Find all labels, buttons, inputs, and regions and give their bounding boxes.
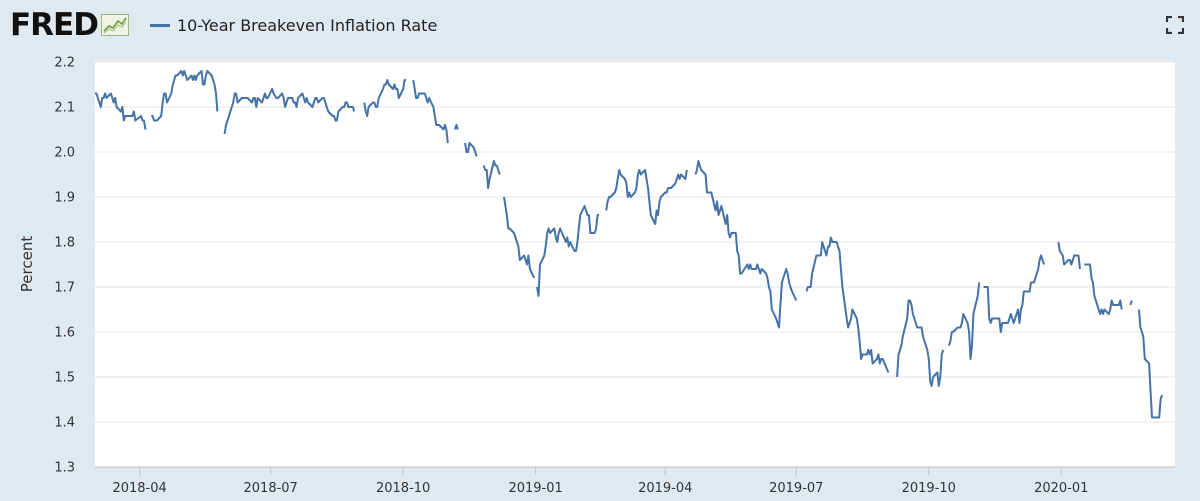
y-tick-label: 1.8 <box>54 236 75 251</box>
legend-series-label: 10-Year Breakeven Inflation Rate <box>177 15 438 35</box>
series-line-segment <box>1138 309 1163 419</box>
plot-area <box>95 62 1175 467</box>
series-line-segment <box>503 196 536 279</box>
series-line-segment <box>896 299 945 387</box>
y-axis-label: Percent <box>18 236 36 293</box>
x-axis-ticks: 2018-04 2018-07 2018-10 2019-01 2019-04 2019-… <box>112 467 1088 496</box>
chart-legend[interactable]: 10-Year Breakeven Inflation Rate <box>150 13 437 37</box>
series-line-segment <box>482 160 501 189</box>
series-line-segment <box>947 282 981 360</box>
y-tick-label: 2.2 <box>54 56 75 71</box>
series-line-segment <box>363 79 406 117</box>
y-tick-label: 1.7 <box>54 281 75 296</box>
series-line-segment <box>95 92 147 130</box>
x-tick-label: 2019-07 <box>769 481 823 496</box>
series-line-segment <box>412 79 449 144</box>
series-line-segment <box>805 236 890 373</box>
series-line-segment <box>464 142 478 157</box>
x-tick-label: 2018-10 <box>376 481 430 496</box>
series-line-segment <box>605 169 688 225</box>
y-tick-label: 2.1 <box>54 101 75 116</box>
x-tick-label: 2018-07 <box>244 481 298 496</box>
y-tick-label: 1.9 <box>54 191 75 206</box>
series-line-segment <box>454 124 459 130</box>
y-tick-label: 2.0 <box>54 146 75 161</box>
series-line-segment <box>1084 263 1123 315</box>
gridlines <box>95 61 1175 468</box>
series-group <box>95 70 1163 419</box>
y-tick-label: 1.6 <box>54 326 75 341</box>
x-tick-label: 2019-04 <box>638 481 692 496</box>
series-line-segment <box>1129 300 1133 306</box>
x-tick-label: 2020-01 <box>1034 481 1088 496</box>
x-tick-label: 2018-04 <box>112 481 166 496</box>
series-line-segment <box>536 205 599 297</box>
series-line-segment <box>151 70 219 122</box>
series-line-segment <box>983 254 1045 333</box>
fred-logo-text: FRED <box>10 6 99 43</box>
series-line-segment <box>223 88 356 135</box>
series-line-segment <box>1057 241 1081 270</box>
series-line-segment <box>694 160 798 329</box>
y-tick-label: 1.4 <box>54 416 75 431</box>
y-axis-ticks: 1.3 1.4 1.5 1.6 1.7 1.8 1.9 2.0 2.1 2.2 <box>54 56 75 476</box>
x-tick-label: 2019-01 <box>508 481 562 496</box>
fred-logo-graph-icon <box>100 14 129 36</box>
legend-swatch <box>150 23 170 27</box>
y-tick-label: 1.5 <box>54 371 75 386</box>
x-tick-label: 2019-10 <box>902 481 956 496</box>
chart-header: FRED 10-Year Breakeven Inflation Rate <box>0 0 1200 52</box>
y-tick-label: 1.3 <box>54 461 75 476</box>
fred-logo[interactable]: FRED <box>10 5 129 45</box>
fullscreen-icon[interactable] <box>1166 16 1184 34</box>
